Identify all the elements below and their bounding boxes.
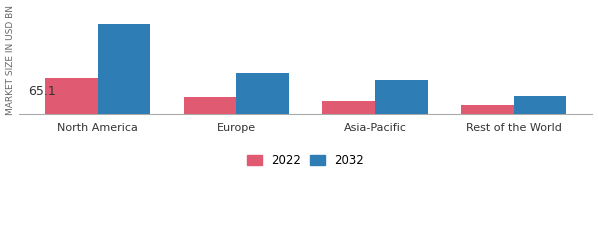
- Legend: 2022, 2032: 2022, 2032: [244, 150, 367, 170]
- Bar: [184, 97, 236, 114]
- Bar: [322, 101, 375, 114]
- Bar: [97, 25, 150, 114]
- Bar: [236, 73, 289, 114]
- Bar: [461, 105, 514, 114]
- Bar: [514, 96, 566, 114]
- Y-axis label: MARKET SIZE IN USD BN: MARKET SIZE IN USD BN: [5, 4, 14, 115]
- Bar: [375, 80, 428, 114]
- Text: 65.1: 65.1: [28, 85, 56, 98]
- Bar: [45, 79, 97, 114]
